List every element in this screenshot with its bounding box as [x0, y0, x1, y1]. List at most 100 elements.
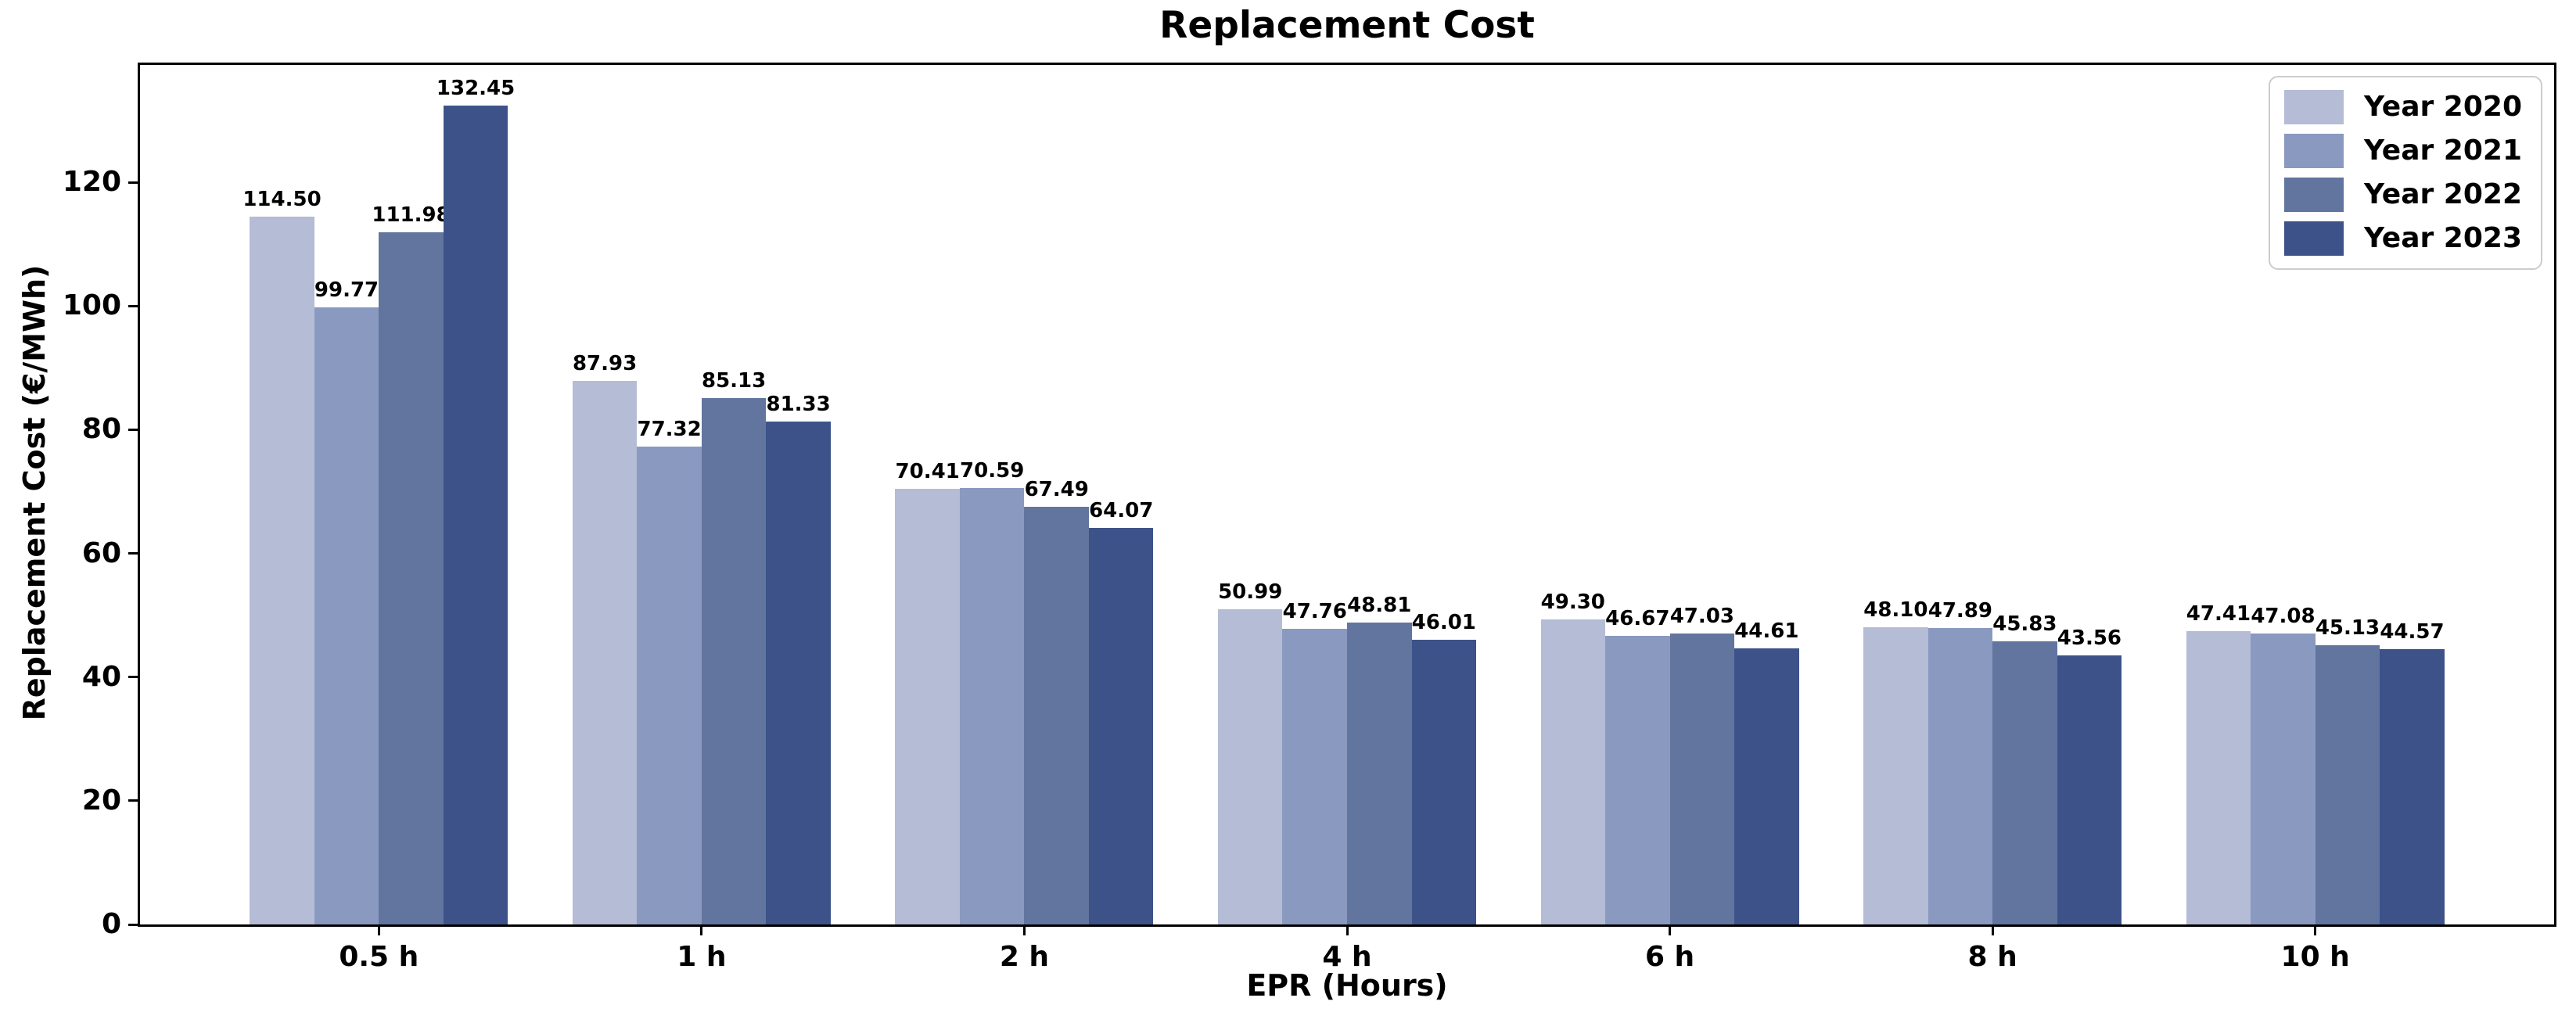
bar-year-2020: [572, 380, 638, 924]
bar-value-label: 64.07: [1089, 499, 1154, 523]
bar-value-label: 81.33: [766, 392, 831, 416]
bar-value-label: 132.45: [436, 76, 516, 100]
y-tick-mark: [128, 552, 140, 555]
bar-year-2023: [1088, 528, 1154, 924]
y-tick-mark: [128, 799, 140, 802]
bar-year-2022: [1024, 507, 1089, 924]
y-tick-mark: [128, 181, 140, 184]
bar-value-label: 47.08: [2251, 604, 2316, 628]
bar-value-label: 47.89: [1928, 599, 1992, 623]
bar-year-2021: [1605, 636, 1670, 924]
legend-label: Year 2020: [2364, 91, 2522, 123]
bar-year-2021: [959, 487, 1025, 924]
bar-value-label: 44.57: [2380, 619, 2445, 644]
bar-year-2022: [701, 397, 767, 924]
bar-year-2022: [2315, 645, 2380, 924]
plot-area: Year 2020 Year 2021 Year 2022 Year 2023 0 20…: [63, 63, 2556, 971]
y-tick-label: 60: [81, 537, 121, 569]
bar-year-2020: [1863, 626, 1928, 924]
bar-year-2022: [1347, 623, 1412, 924]
bar-value-label: 45.83: [1992, 612, 2057, 636]
legend-item: Year 2021: [2284, 134, 2522, 168]
y-tick-label: 0: [101, 908, 121, 940]
x-tick-mark: [1345, 924, 1349, 935]
y-tick-label: 80: [81, 413, 121, 446]
legend-label: Year 2022: [2364, 178, 2522, 210]
legend-label: Year 2023: [2364, 222, 2522, 254]
bar-value-label: 77.32: [637, 417, 702, 441]
x-tick-mark: [377, 924, 380, 935]
bar-value-label: 46.01: [1411, 611, 1476, 635]
bar-value-label: 85.13: [701, 368, 767, 393]
x-axis-label: EPR (Hours): [1246, 968, 1448, 1003]
legend-item: Year 2020: [2284, 90, 2522, 124]
legend-swatch: [2284, 178, 2344, 212]
bar-value-label: 46.67: [1605, 607, 1670, 631]
y-tick-label: 20: [81, 784, 121, 817]
bar-year-2020: [1540, 619, 1606, 924]
bar-year-2023: [2057, 655, 2122, 924]
bar-year-2022: [379, 232, 444, 924]
bar-value-label: 99.77: [314, 278, 379, 303]
bar-year-2021: [314, 307, 379, 924]
bar-year-2021: [637, 446, 702, 924]
x-tick-label: 6 h: [1644, 941, 1695, 973]
bar-value-label: 70.41: [895, 460, 960, 484]
y-tick-label: 100: [62, 289, 121, 322]
bar-year-2020: [2186, 631, 2251, 924]
bar-value-label: 67.49: [1024, 478, 1089, 502]
legend-item: Year 2022: [2284, 178, 2522, 212]
x-tick-label: 1 h: [677, 941, 727, 973]
legend-swatch: [2284, 221, 2344, 256]
chart-title: Replacement Cost: [1159, 4, 1535, 47]
bar-year-2023: [1411, 640, 1476, 924]
bar-value-label: 48.81: [1347, 594, 1412, 618]
bar-year-2020: [895, 489, 960, 924]
bar-year-2021: [1282, 629, 1347, 924]
bar-year-2020: [1217, 608, 1283, 924]
y-tick-mark: [128, 428, 140, 431]
bar-year-2021: [1928, 628, 1993, 924]
y-tick-mark: [128, 676, 140, 679]
y-tick-mark: [128, 923, 140, 926]
bar-value-label: 44.61: [1734, 619, 1799, 644]
legend-item: Year 2023: [2284, 221, 2522, 256]
bar-year-2022: [1669, 634, 1735, 924]
legend-swatch: [2284, 134, 2344, 168]
bar-value-label: 70.59: [960, 458, 1025, 483]
bar-year-2023: [766, 421, 831, 924]
x-tick-label: 10 h: [2280, 941, 2350, 973]
bar-value-label: 45.13: [2315, 616, 2380, 641]
legend-label: Year 2021: [2364, 135, 2522, 167]
bar-year-2023: [2380, 648, 2445, 924]
x-tick-mark: [1669, 924, 1672, 935]
y-axis-label: Replacement Cost (€/MWh): [17, 264, 52, 721]
x-tick-label: 4 h: [1322, 941, 1372, 973]
x-tick-label: 0.5 h: [339, 941, 419, 973]
bar-year-2021: [2251, 633, 2316, 924]
x-tick-mark: [1022, 924, 1026, 935]
bar-value-label: 47.41: [2186, 602, 2251, 626]
bar-value-label: 48.10: [1863, 598, 1928, 622]
bar-value-label: 114.50: [243, 187, 322, 211]
bar-value-label: 47.03: [1669, 605, 1734, 629]
bar-value-label: 47.76: [1282, 600, 1347, 624]
y-tick-label: 40: [81, 660, 121, 693]
x-tick-label: 8 h: [1967, 941, 2017, 973]
legend-swatch: [2284, 90, 2344, 124]
x-tick-mark: [700, 924, 703, 935]
bar-value-label: 50.99: [1218, 580, 1283, 604]
bar-year-2022: [1992, 641, 2057, 924]
bar-year-2023: [1734, 648, 1799, 924]
y-tick-mark: [128, 304, 140, 307]
legend: Year 2020 Year 2021 Year 2022 Year 2023: [2269, 76, 2542, 270]
bar-year-2020: [250, 216, 314, 924]
bar-value-label: 43.56: [2057, 626, 2122, 650]
y-tick-label: 120: [62, 166, 121, 199]
bar-year-2023: [443, 105, 508, 924]
x-tick-label: 2 h: [999, 941, 1050, 973]
x-tick-mark: [1991, 924, 1994, 935]
bar-value-label: 87.93: [572, 351, 638, 375]
bar-value-label: 49.30: [1540, 590, 1605, 615]
